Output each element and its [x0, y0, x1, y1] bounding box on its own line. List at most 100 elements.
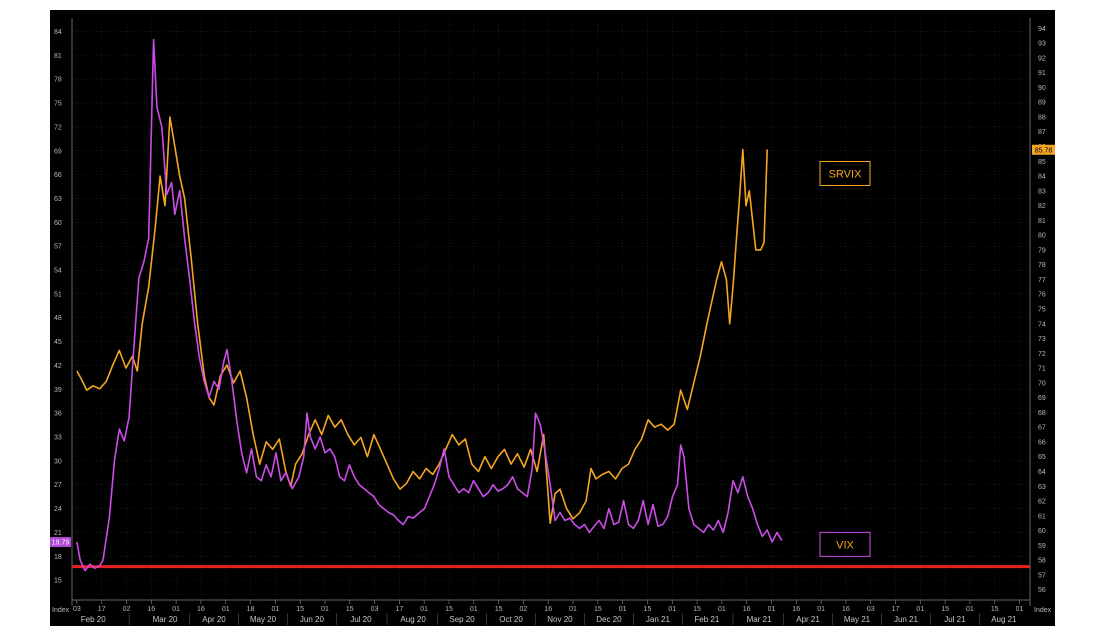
left-tick-label: 57 — [54, 244, 62, 251]
x-day-label: 01 — [768, 606, 776, 613]
right-tick-label: 88 — [1038, 114, 1046, 121]
left-tick-label: 27 — [54, 482, 62, 489]
x-axis: 03 17 02 16 01 16 01 18 01 15 01 15 03 17 01 15 01 15 02 16… — [73, 600, 1024, 625]
right-tick-label: 67 — [1038, 425, 1046, 432]
left-current-value-tag — [50, 537, 71, 548]
x-day-label: 03 — [371, 606, 379, 613]
right-tick-label: 77 — [1038, 277, 1046, 284]
right-tick-label: 58 — [1038, 558, 1046, 565]
grid-lines — [71, 18, 1031, 606]
left-tick-label: 36 — [54, 411, 62, 418]
right-tick-label: 89 — [1038, 100, 1046, 107]
right-tick-label: 91 — [1038, 70, 1046, 77]
x-day-label: 01 — [966, 606, 974, 613]
right-corner-label: Index — [1034, 607, 1052, 614]
x-month-label: Jun 20 — [300, 615, 325, 624]
x-day-label: 03 — [73, 606, 81, 613]
left-tick-label: 30 — [54, 458, 62, 465]
left-tick-label: 84 — [54, 29, 62, 36]
x-day-label: 01 — [916, 606, 924, 613]
right-tick-label: 94 — [1038, 26, 1046, 33]
x-day-label: 03 — [867, 606, 875, 613]
right-tick-label: 82 — [1038, 203, 1046, 210]
x-month-label: Mar 20 — [153, 615, 178, 624]
right-tick-label: 64 — [1038, 469, 1046, 476]
x-day-label: 15 — [445, 606, 453, 613]
x-day-label: 01 — [470, 606, 478, 613]
legend-box-srvix — [819, 160, 871, 186]
left-tick-label: 60 — [54, 220, 62, 227]
right-tick-label: 57 — [1038, 572, 1046, 579]
left-tick-label: 18 — [54, 554, 62, 561]
left-tick-label: 66 — [54, 172, 62, 179]
x-month-label: Mar 21 — [747, 615, 772, 624]
left-tick-label: 45 — [54, 339, 62, 346]
right-tick-label: 76 — [1038, 292, 1046, 299]
left-tick-label: 48 — [54, 315, 62, 322]
legend-label-vix: VIX — [836, 539, 854, 551]
x-month-label: Feb 20 — [81, 615, 106, 624]
left-tick-label: 21 — [54, 530, 62, 537]
x-month-label: Jul 21 — [944, 615, 966, 624]
x-day-label: 01 — [619, 606, 627, 613]
x-month-label: May 20 — [250, 615, 277, 624]
chart-panel: 15 18 21 24 27 30 33 36 39 42 45 48 51 54 57 60 63 66 69 72… — [50, 10, 1055, 626]
x-month-label: Feb 21 — [694, 615, 719, 624]
left-tick-label: 63 — [54, 196, 62, 203]
left-tick-label: 81 — [54, 53, 62, 60]
x-month-label: Oct 20 — [499, 615, 523, 624]
right-tick-label: 68 — [1038, 410, 1046, 417]
x-day-label: 16 — [544, 606, 552, 613]
right-tick-label: 83 — [1038, 188, 1046, 195]
x-day-label: 16 — [147, 606, 155, 613]
x-day-label: 01 — [172, 606, 180, 613]
left-current-value: 19.79 — [52, 540, 70, 547]
right-tick-label: 56 — [1038, 587, 1046, 594]
x-day-label: 01 — [569, 606, 577, 613]
right-tick-label: 79 — [1038, 247, 1046, 254]
x-day-label: 18 — [247, 606, 255, 613]
x-month-label: Jul 20 — [350, 615, 372, 624]
x-day-label: 01 — [668, 606, 676, 613]
x-month-label: Sep 20 — [449, 615, 475, 624]
right-tick-label: 90 — [1038, 85, 1046, 92]
right-tick-label: 75 — [1038, 307, 1046, 314]
x-day-label: 17 — [892, 606, 900, 613]
x-month-label: May 21 — [844, 615, 871, 624]
left-tick-label: 24 — [54, 506, 62, 513]
right-axis: 56 57 58 59 60 61 62 63 64 65 66 67 68 69 70 71 72 73 74 75… — [1034, 26, 1052, 614]
x-day-label: 01 — [271, 606, 279, 613]
x-month-label: Jun 21 — [894, 615, 919, 624]
left-tick-label: 51 — [54, 291, 62, 298]
x-day-label: 17 — [395, 606, 403, 613]
x-day-label: 01 — [1016, 606, 1024, 613]
x-month-label: Aug 21 — [991, 615, 1017, 624]
x-day-label: 16 — [792, 606, 800, 613]
x-month-label: Dec 20 — [596, 615, 622, 624]
right-tick-label: 84 — [1038, 174, 1046, 181]
right-tick-label: 93 — [1038, 41, 1046, 48]
x-day-label: 17 — [98, 606, 106, 613]
left-tick-label: 54 — [54, 268, 62, 275]
legend-box-vix — [819, 531, 871, 557]
right-tick-label: 74 — [1038, 321, 1046, 328]
right-tick-label: 65 — [1038, 454, 1046, 461]
right-tick-label: 78 — [1038, 262, 1046, 269]
legend-label-srvix: SRVIX — [829, 168, 862, 180]
x-day-label: 15 — [594, 606, 602, 613]
left-tick-label: 75 — [54, 101, 62, 108]
right-tick-label: 72 — [1038, 351, 1046, 358]
x-day-label: 16 — [743, 606, 751, 613]
x-day-label: 15 — [991, 606, 999, 613]
left-tick-label: 69 — [54, 148, 62, 155]
x-day-label: 15 — [693, 606, 701, 613]
right-current-value-tag — [1032, 144, 1055, 155]
x-month-label: Nov 20 — [547, 615, 573, 624]
series-line-srvix — [76, 116, 768, 524]
right-tick-label: 69 — [1038, 395, 1046, 402]
left-tick-label: 78 — [54, 77, 62, 84]
right-tick-label: 61 — [1038, 513, 1046, 520]
x-day-label: 15 — [495, 606, 503, 613]
right-tick-label: 85 — [1038, 159, 1046, 166]
left-tick-label: 42 — [54, 363, 62, 370]
